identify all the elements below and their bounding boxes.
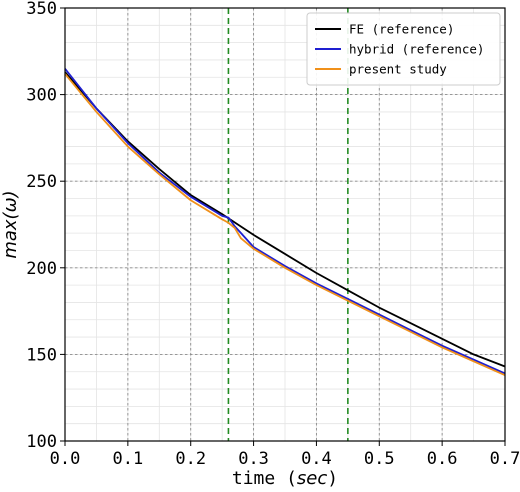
y-tick-label: 100 (26, 432, 57, 452)
series-line (64, 71, 506, 368)
legend-box (306, 12, 501, 86)
x-tick-label: 0.2 (175, 449, 206, 469)
x-tick-label: 0.3 (238, 449, 269, 469)
tick-labels: 0.0 0.1 0.2 0.3 0.4 0.5 0.6 0.7 100 150 200 250 300 3… (26, 0, 520, 469)
legend-label: FE (reference) (349, 22, 454, 37)
series-layer (64, 68, 506, 377)
legend: FE (reference) hybrid (reference) present … (306, 12, 501, 86)
plot-frame (64, 7, 506, 442)
legend-label: present study (349, 62, 447, 77)
x-axis-unit: sec (297, 468, 327, 489)
legend-label: hybrid (reference) (349, 42, 484, 57)
axis-ticks (60, 7, 506, 446)
x-tick-label: 0.4 (301, 449, 332, 469)
y-tick-label: 150 (26, 345, 57, 365)
x-axis-label-text: time (232, 468, 275, 489)
x-tick-label: 0.7 (490, 449, 520, 469)
series-line (64, 73, 506, 377)
y-axis-label: max(ω) (0, 190, 21, 258)
x-tick-label: 0.0 (50, 449, 81, 469)
series-line (64, 68, 506, 375)
y-tick-label: 350 (26, 0, 57, 19)
x-axis-label: time (sec) (232, 468, 338, 489)
x-tick-label: 0.6 (427, 449, 458, 469)
x-tick-label: 0.5 (364, 449, 395, 469)
y-tick-label: 250 (26, 172, 57, 192)
y-tick-label: 200 (26, 259, 57, 279)
y-tick-label: 300 (26, 86, 57, 106)
x-tick-label: 0.1 (112, 449, 143, 469)
